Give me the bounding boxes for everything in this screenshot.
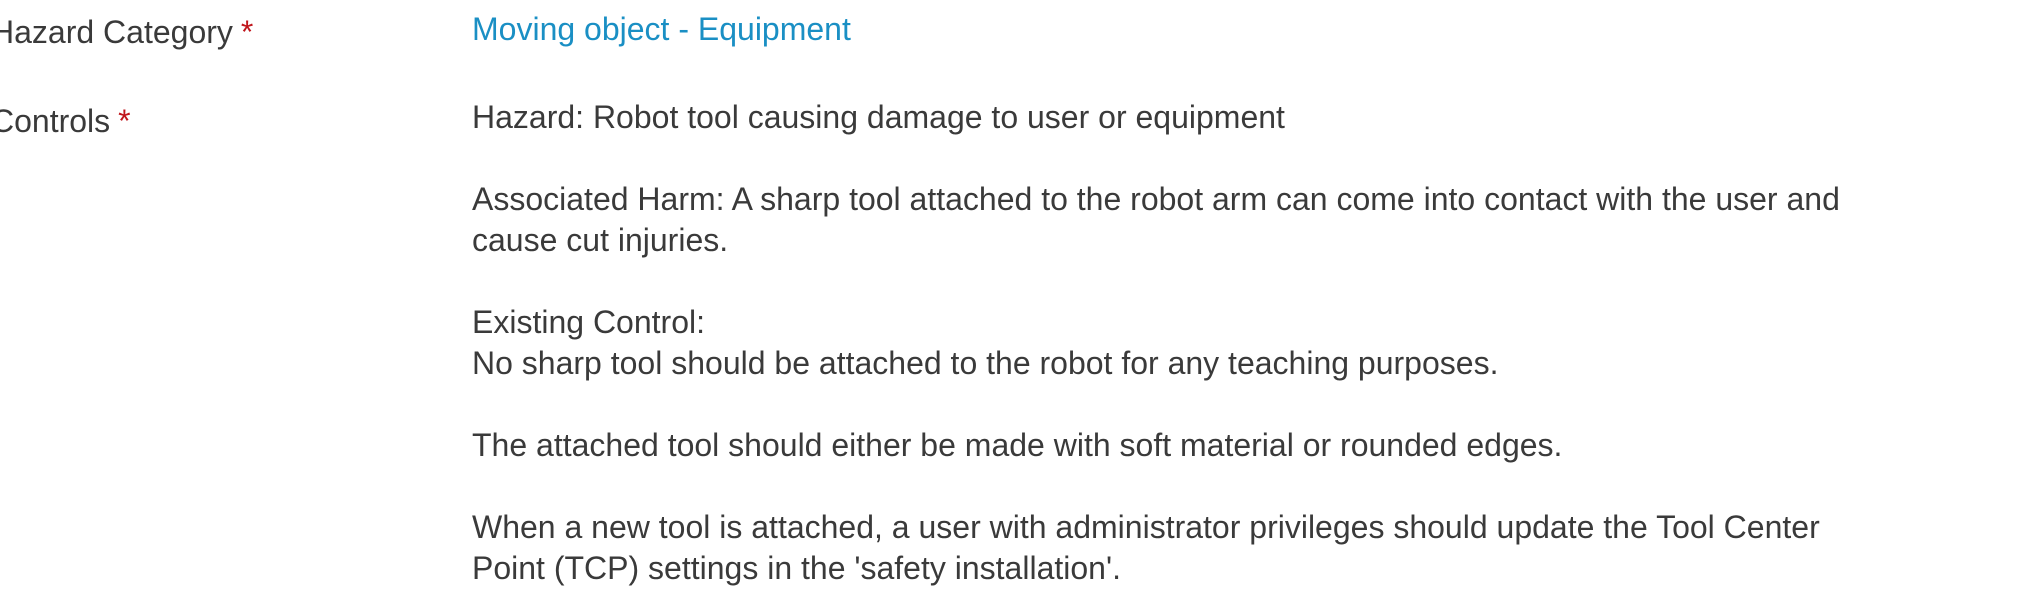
controls-paragraph-existing-control: Existing Control: No sharp tool should b…	[472, 302, 2026, 384]
controls-paragraph-new-tool: When a new tool is attached, a user with…	[472, 507, 2026, 589]
controls-line: cause cut injuries.	[472, 222, 729, 258]
controls-paragraph-attached-tool: The attached tool should either be made …	[472, 425, 2026, 466]
controls-label: Controls *	[0, 101, 131, 141]
hazard-category-label: Hazard Category *	[0, 12, 253, 52]
controls-line: When a new tool is attached, a user with…	[472, 509, 1820, 545]
hazard-category-link[interactable]: Moving object - Equipment	[472, 11, 851, 47]
controls-label-text: Controls	[0, 103, 111, 139]
controls-paragraph-hazard: Hazard: Robot tool causing damage to use…	[472, 97, 2026, 138]
controls-line: Point (TCP) settings in the 'safety inst…	[472, 550, 1121, 586]
controls-line: Existing Control:	[472, 304, 705, 340]
required-marker: *	[118, 103, 131, 139]
hazard-category-value: Moving object - Equipment	[472, 9, 2026, 50]
controls-line: The attached tool should either be made …	[472, 427, 1563, 463]
controls-line: Hazard: Robot tool causing damage to use…	[472, 99, 1285, 135]
controls-paragraph-associated-harm: Associated Harm: A sharp tool attached t…	[472, 179, 2026, 261]
controls-text: Hazard: Robot tool causing damage to use…	[472, 97, 2026, 589]
required-marker: *	[240, 14, 254, 50]
hazard-category-label-text: Hazard Category	[0, 14, 233, 50]
controls-line: Associated Harm: A sharp tool attached t…	[472, 181, 1840, 217]
controls-line: No sharp tool should be attached to the …	[472, 345, 1499, 381]
